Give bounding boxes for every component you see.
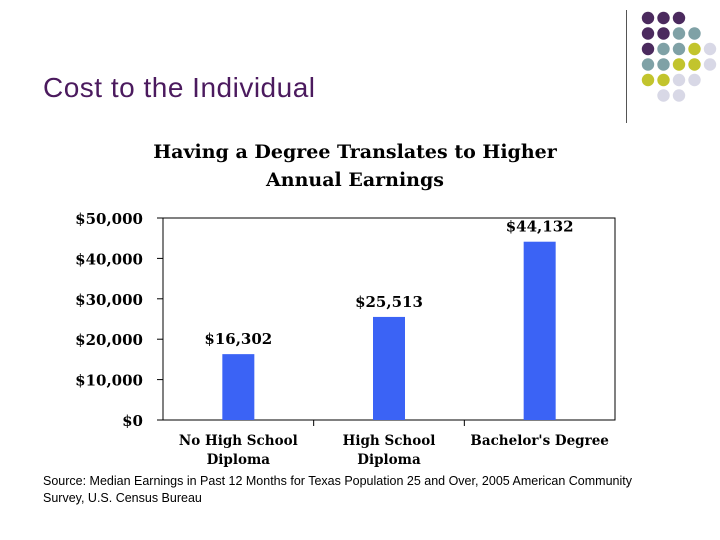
x-category-label: Diploma — [207, 452, 271, 468]
decor-dot — [657, 42, 670, 56]
decor-dot — [688, 58, 701, 71]
y-tick-label: $20,000 — [75, 331, 143, 349]
y-tick-label: $40,000 — [75, 250, 143, 268]
x-category-label: High School — [343, 433, 436, 449]
decor-dot — [641, 58, 655, 71]
bar — [373, 316, 405, 420]
x-category-label: Diploma — [357, 452, 421, 468]
y-tick-label: $30,000 — [75, 291, 143, 309]
bar-value-label: $25,513 — [355, 293, 423, 311]
decor-dot — [688, 27, 701, 40]
decor-dot — [641, 73, 655, 87]
decor-dot — [688, 42, 701, 56]
decor-dot — [657, 89, 670, 102]
source-note: Source: Median Earnings in Past 12 Month… — [43, 474, 632, 505]
x-category-label: Bachelor's Degree — [470, 433, 609, 449]
decorative-dot-grid — [641, 11, 717, 102]
decor-dot — [641, 11, 655, 25]
chart-title-line1: Having a Degree Translates to Higher — [153, 141, 558, 163]
y-tick-label: $10,000 — [75, 372, 143, 390]
decor-dot — [672, 73, 686, 87]
decor-dot — [672, 89, 686, 102]
bar-value-label: $44,132 — [506, 218, 574, 236]
y-tick-label: $0 — [122, 412, 143, 430]
bar-value-label: $16,302 — [204, 330, 272, 348]
decor-dot — [688, 73, 701, 87]
decor-dot — [641, 27, 655, 40]
decor-dot — [703, 58, 717, 71]
y-tick-label: $50,000 — [75, 210, 143, 228]
title-divider — [626, 10, 627, 123]
decor-dot — [657, 11, 670, 25]
decor-dot — [672, 11, 686, 25]
decor-dot — [672, 42, 686, 56]
bar — [523, 241, 556, 420]
decor-dot — [703, 42, 717, 56]
decor-dot — [672, 27, 686, 40]
bar — [222, 354, 255, 420]
decor-dot — [641, 42, 655, 56]
chart-title-line2: Annual Earnings — [265, 169, 444, 191]
decor-dot — [657, 27, 670, 40]
decor-dot — [657, 58, 670, 71]
decor-dot — [657, 73, 670, 87]
decor-dot — [672, 58, 686, 71]
x-category-label: No High School — [179, 433, 298, 449]
slide-title: Cost to the Individual — [43, 72, 316, 103]
